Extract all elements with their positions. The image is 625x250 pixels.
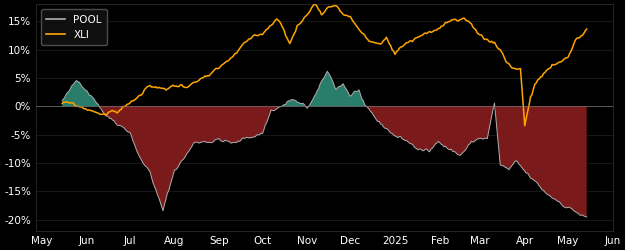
Legend: POOL, XLI: POOL, XLI xyxy=(41,10,107,45)
